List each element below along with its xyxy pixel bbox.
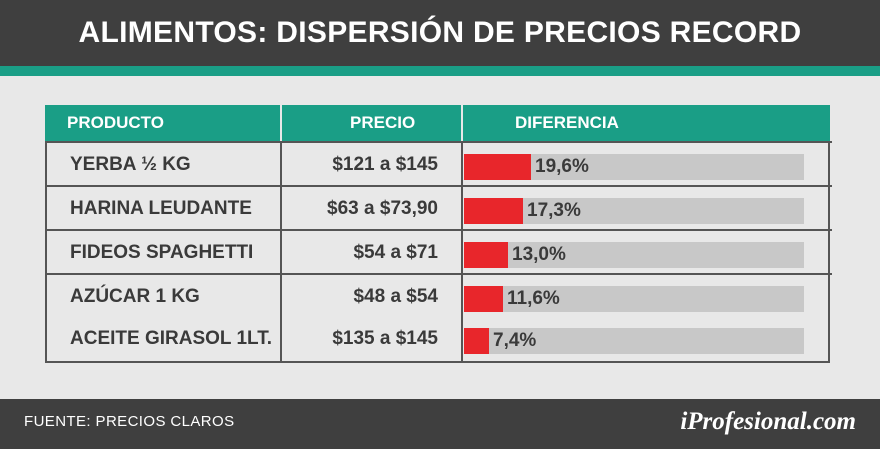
column-header-product: PRODUCTO [67,113,164,132]
data-label: 17,3% [527,200,581,221]
footer: FUENTE: PRECIOS CLAROS iProfesional.com [0,399,880,449]
table-header: PRODUCTO PRECIO DIFERENCIA [45,105,830,141]
column-header-price: PRECIO [350,113,416,132]
bar [464,154,531,180]
brand-logo: iProfesional.com [680,408,856,435]
data-label: 19,6% [535,156,589,177]
price-range: $135 a $145 [332,328,438,349]
header-banner: ALIMENTOS: DISPERSIÓN DE PRECIOS RECORD [0,0,880,66]
product-name: YERBA ½ KG [70,154,191,175]
column-header-difference: DIFERENCIA [515,113,619,132]
bar-track: 11,6% [464,286,804,312]
product-name: FIDEOS SPAGHETTI [70,242,254,263]
page-title: ALIMENTOS: DISPERSIÓN DE PRECIOS RECORD [78,16,802,49]
table-row: AZÚCAR 1 KG $48 a $54 11,6% [47,273,832,317]
bar [464,286,503,312]
accent-bar [0,66,880,76]
bar-track: 19,6% [464,154,804,180]
column-divider [461,141,463,363]
bar-track: 7,4% [464,328,804,354]
price-range: $121 a $145 [332,154,438,175]
bar [464,242,508,268]
table-row: FIDEOS SPAGHETTI $54 a $71 13,0% [47,229,832,273]
product-name: ACEITE GIRASOL 1LT. [70,328,272,349]
data-label: 11,6% [507,288,560,309]
table-row: YERBA ½ KG $121 a $145 19,6% [47,141,832,185]
data-label: 7,4% [493,330,537,351]
price-range: $48 a $54 [353,286,438,307]
bar-track: 17,3% [464,198,804,224]
header-divider [461,105,463,141]
column-divider [280,141,282,363]
price-range: $63 a $73,90 [327,198,438,219]
price-range: $54 a $71 [353,242,438,263]
bar [464,198,523,224]
table-body: ACEITE GIRASOL 1LT. $135 a $145 7,4% AZÚCAR… [45,141,832,363]
header-divider [280,105,282,141]
product-name: AZÚCAR 1 KG [70,286,200,307]
price-table: PRODUCTO PRECIO DIFERENCIA ACEITE GIRASO… [45,105,832,363]
bar [464,328,489,354]
table-row: HARINA LEUDANTE $63 a $73,90 17,3% [47,185,832,229]
product-name: HARINA LEUDANTE [70,198,252,219]
table-row: ACEITE GIRASOL 1LT. $135 a $145 7,4% [47,317,832,361]
data-label: 13,0% [512,244,566,265]
source-text: FUENTE: PRECIOS CLAROS [24,413,235,430]
bar-track: 13,0% [464,242,804,268]
